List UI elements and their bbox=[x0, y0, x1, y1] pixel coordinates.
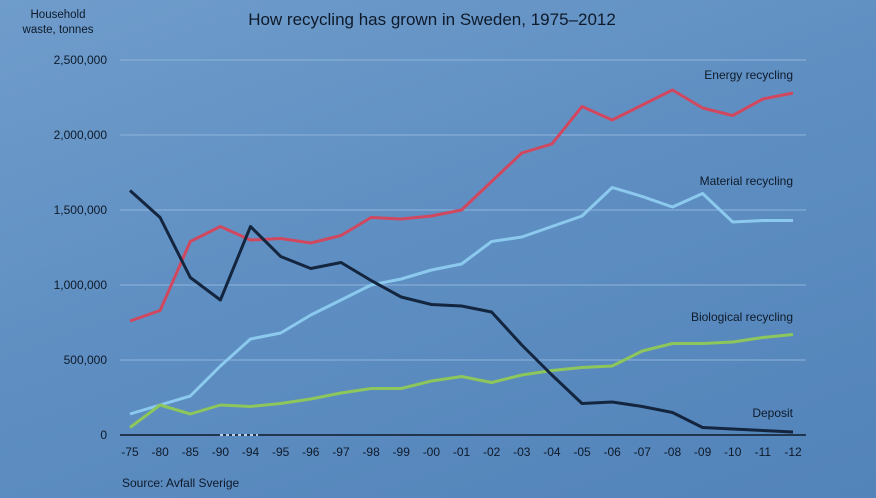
x-tick-label: -11 bbox=[755, 445, 772, 459]
x-tick-label: -95 bbox=[272, 445, 290, 459]
x-tick-label: -12 bbox=[784, 445, 802, 459]
y-axis-label-line-1: Household bbox=[31, 9, 86, 21]
x-tick-label: -02 bbox=[483, 445, 501, 459]
series-line-energy-recycling bbox=[129, 88, 794, 323]
series-label-energy-recycling: Energy recycling bbox=[704, 68, 793, 82]
y-axis-label-line-2: waste, tonnes bbox=[22, 24, 94, 36]
y-tick-label: 500,000 bbox=[64, 353, 108, 367]
series-label-deposit: Deposit bbox=[752, 406, 793, 420]
x-tick-label: -10 bbox=[724, 445, 742, 459]
y-tick-label: 2,500,000 bbox=[54, 53, 108, 67]
x-tick-label: -07 bbox=[634, 445, 652, 459]
x-tick-label: -09 bbox=[694, 445, 712, 459]
x-tick-label: -90 bbox=[212, 445, 230, 459]
x-tick-label: -75 bbox=[121, 445, 139, 459]
x-tick-label: -08 bbox=[664, 445, 682, 459]
y-axis-ticks: 0 500,000 1,000,000 1,500,000 2,000,000 2,500… bbox=[54, 53, 108, 442]
x-tick-label: -06 bbox=[604, 445, 622, 459]
series-label-material-recycling: Material recycling bbox=[700, 174, 793, 188]
x-tick-label: -80 bbox=[151, 445, 169, 459]
x-tick-label: -01 bbox=[453, 445, 471, 459]
x-tick-label: -97 bbox=[332, 445, 350, 459]
x-tick-label: -94 bbox=[242, 445, 260, 459]
x-tick-label: -00 bbox=[423, 445, 441, 459]
x-tick-label: -05 bbox=[573, 445, 591, 459]
x-tick-label: -99 bbox=[393, 445, 411, 459]
series-label-biological-recycling: Biological recycling bbox=[691, 310, 793, 324]
x-tick-label: -04 bbox=[543, 445, 561, 459]
series-lines bbox=[128, 88, 794, 434]
y-tick-label: 1,500,000 bbox=[54, 203, 108, 217]
x-tick-label: -96 bbox=[302, 445, 320, 459]
series-line-biological-recycling bbox=[129, 333, 794, 429]
series-labels: Energy recycling Material recycling Biolog… bbox=[691, 68, 794, 420]
x-axis-ticks: -75 -80 -85 -90 -94 -95 -96 -97 -98 -99 -00 -01 -02-… bbox=[121, 445, 802, 459]
source-note: Source: Avfall Sverige bbox=[122, 476, 240, 490]
y-tick-label: 1,000,000 bbox=[54, 278, 108, 292]
series-line-deposit bbox=[128, 189, 794, 434]
chart-title: How recycling has grown in Sweden, 1975–… bbox=[248, 10, 616, 29]
x-tick-label: -98 bbox=[362, 445, 380, 459]
series-line-material-recycling bbox=[129, 186, 793, 416]
y-tick-label: 0 bbox=[100, 428, 107, 442]
y-tick-label: 2,000,000 bbox=[54, 128, 108, 142]
x-tick-label: -85 bbox=[182, 445, 200, 459]
x-tick-label: -03 bbox=[513, 445, 531, 459]
